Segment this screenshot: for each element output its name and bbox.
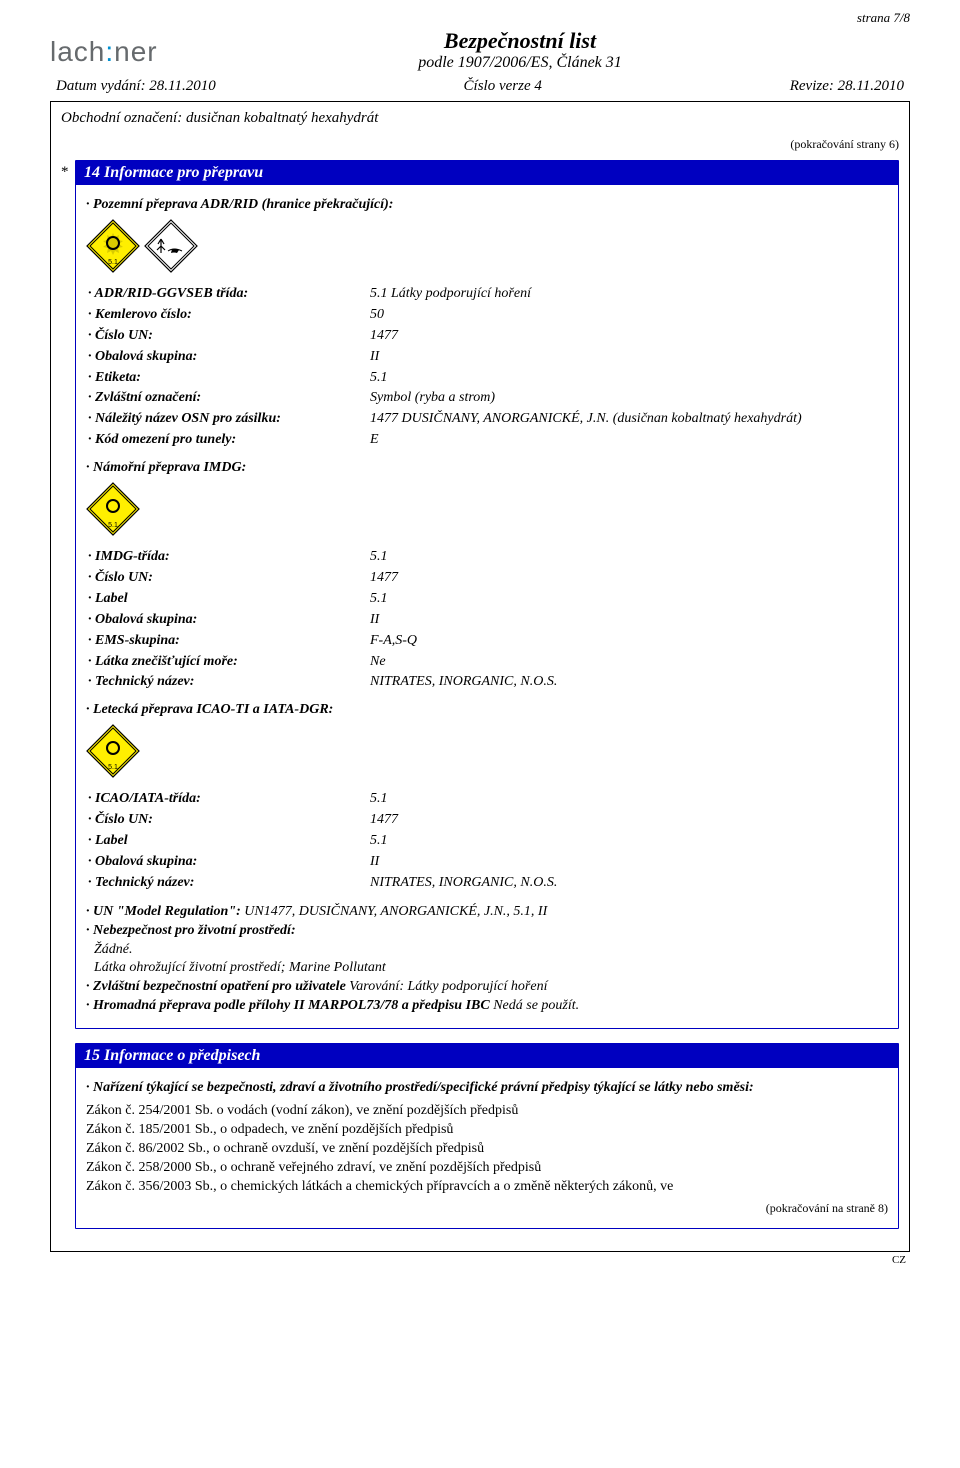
kv-val: 1477 DUSIČNANY, ANORGANICKÉ, J.N. (dusič… — [370, 410, 886, 429]
header-row: lach:ner Bezpečnostní list podle 1907/20… — [50, 28, 910, 72]
svg-text:5.1: 5.1 — [108, 764, 118, 771]
law-line: Zákon č. 258/2000 Sb., o ochraně veřejné… — [86, 1159, 888, 1178]
kv-key: · Náležitý název OSN pro zásilku: — [88, 410, 368, 429]
kv-key: · Číslo UN: — [88, 327, 368, 346]
meta-row: Datum vydání: 28.11.2010 Číslo verze 4 R… — [50, 78, 910, 95]
kv-key: · Kemlerovo číslo: — [88, 306, 368, 325]
kv-key: · EMS-skupina: — [88, 632, 368, 651]
change-asterisk: * — [61, 160, 75, 181]
sea-placards: 5.1 — [86, 482, 888, 536]
bulk-val: Nedá se použít. — [493, 998, 579, 1013]
main-frame: Obchodní označení: dusičnan kobaltnatý h… — [50, 101, 910, 1252]
version-number: Číslo verze 4 — [464, 78, 542, 95]
kv-key: · Číslo UN: — [88, 811, 368, 830]
kv-val: 5.1 Látky podporující hoření — [370, 285, 886, 304]
bulk-key: · Hromadná přeprava podle přílohy II MAR… — [86, 998, 493, 1013]
kv-val: II — [370, 853, 886, 872]
kv-val: 1477 — [370, 811, 886, 830]
kv-key: · Číslo UN: — [88, 569, 368, 588]
title-block: Bezpečnostní list podle 1907/2006/ES, Čl… — [250, 28, 790, 72]
revision-date: Revize: 28.11.2010 — [790, 78, 904, 95]
air-placards: 5.1 — [86, 724, 888, 778]
kv-key: · Technický název: — [88, 874, 368, 893]
title-sub: podle 1907/2006/ES, Článek 31 — [250, 54, 790, 72]
kv-val: 1477 — [370, 327, 886, 346]
sea-table: · IMDG-třída:5.1 · Číslo UN:1477 · Label… — [86, 546, 888, 694]
issue-date: Datum vydání: 28.11.2010 — [56, 78, 216, 95]
law-line: Zákon č. 86/2002 Sb., o ochraně ovzduší,… — [86, 1140, 888, 1159]
continuation-from: (pokračování strany 6) — [61, 137, 899, 152]
un-model-key: · UN "Model Regulation": — [86, 904, 244, 919]
kv-val: 50 — [370, 306, 886, 325]
country-code: CZ — [50, 1254, 910, 1266]
section-15: 15 Informace o předpisech · Nařízení týk… — [75, 1043, 899, 1228]
law-line: Zákon č. 185/2001 Sb., o odpadech, ve zn… — [86, 1121, 888, 1140]
logo-text-2: ner — [114, 36, 157, 67]
svg-text:5.1: 5.1 — [108, 259, 118, 266]
tail-block: · UN "Model Regulation": UN1477, DUSIČNA… — [86, 903, 888, 1016]
sea-transport-head: · Námořní přeprava IMDG: — [86, 460, 888, 476]
kv-key: · ADR/RID-GGVSEB třída: — [88, 285, 368, 304]
precautions-val: Varování: Látky podporující hoření — [349, 979, 547, 994]
kv-key: · IMDG-třída: — [88, 548, 368, 567]
env-hazard-key: · Nebezpečnost pro životní prostředí: — [86, 922, 888, 941]
environment-placard-icon — [144, 219, 198, 273]
oxidizer-placard-icon: 5.1 — [86, 482, 140, 536]
svg-text:5.1: 5.1 — [108, 522, 118, 529]
kv-key: · Obalová skupina: — [88, 853, 368, 872]
kv-val: 5.1 — [370, 790, 886, 809]
kv-val: 5.1 — [370, 369, 886, 388]
kv-key: · Kód omezení pro tunely: — [88, 431, 368, 450]
kv-val: E — [370, 431, 886, 450]
kv-key: · Obalová skupina: — [88, 348, 368, 367]
logo: lach:ner — [50, 28, 250, 68]
env-hazard-val-2: Látka ohrožující životní prostředí; Mari… — [86, 959, 888, 978]
kv-val: 5.1 — [370, 548, 886, 567]
kv-key: · Technický název: — [88, 673, 368, 692]
logo-colon: : — [105, 36, 114, 67]
kv-val: II — [370, 611, 886, 630]
title-main: Bezpečnostní list — [250, 28, 790, 54]
kv-key: · Etiketa: — [88, 369, 368, 388]
continuation-to: (pokračování na straně 8) — [86, 1201, 888, 1216]
kv-key: · Zvláštní označení: — [88, 389, 368, 408]
kv-val: NITRATES, INORGANIC, N.O.S. — [370, 874, 886, 893]
kv-val: NITRATES, INORGANIC, N.O.S. — [370, 673, 886, 692]
kv-key: · Label — [88, 590, 368, 609]
section-14: 14 Informace pro přepravu · Pozemní přep… — [75, 160, 899, 1029]
law-line: Zákon č. 254/2001 Sb. o vodách (vodní zá… — [86, 1102, 888, 1121]
air-transport-head: · Letecká přeprava ICAO-TI a IATA-DGR: — [86, 702, 888, 718]
land-placards: 5.1 — [86, 219, 888, 273]
logo-text-1: lach — [50, 36, 105, 67]
kv-key: · Látka znečišťující moře: — [88, 653, 368, 672]
regulations-head: · Nařízení týkající se bezpečnosti, zdra… — [86, 1080, 888, 1096]
section-14-header: 14 Informace pro přepravu — [76, 161, 898, 185]
kv-key: · ICAO/IATA-třída: — [88, 790, 368, 809]
law-line: Zákon č. 356/2003 Sb., o chemických látk… — [86, 1178, 888, 1197]
land-table: · ADR/RID-GGVSEB třída:5.1 Látky podporu… — [86, 283, 888, 452]
oxidizer-placard-icon: 5.1 — [86, 724, 140, 778]
trade-name: Obchodní označení: dusičnan kobaltnatý h… — [61, 110, 899, 127]
kv-key: · Obalová skupina: — [88, 611, 368, 630]
kv-val: Ne — [370, 653, 886, 672]
kv-key: · Label — [88, 832, 368, 851]
section-15-header: 15 Informace o předpisech — [76, 1044, 898, 1068]
kv-val: 5.1 — [370, 832, 886, 851]
kv-val: Symbol (ryba a strom) — [370, 389, 886, 408]
un-model-val: UN1477, DUSIČNANY, ANORGANICKÉ, J.N., 5.… — [244, 904, 547, 919]
oxidizer-placard-icon: 5.1 — [86, 219, 140, 273]
env-hazard-val-1: Žádné. — [86, 941, 888, 960]
kv-val: II — [370, 348, 886, 367]
page-number: strana 7/8 — [50, 10, 910, 26]
kv-val: F-A,S-Q — [370, 632, 886, 651]
kv-val: 5.1 — [370, 590, 886, 609]
precautions-key: · Zvláštní bezpečnostní opatření pro uži… — [86, 979, 349, 994]
kv-val: 1477 — [370, 569, 886, 588]
land-transport-head: · Pozemní přeprava ADR/RID (hranice přek… — [86, 197, 888, 213]
air-table: · ICAO/IATA-třída:5.1 · Číslo UN:1477 · … — [86, 788, 888, 894]
